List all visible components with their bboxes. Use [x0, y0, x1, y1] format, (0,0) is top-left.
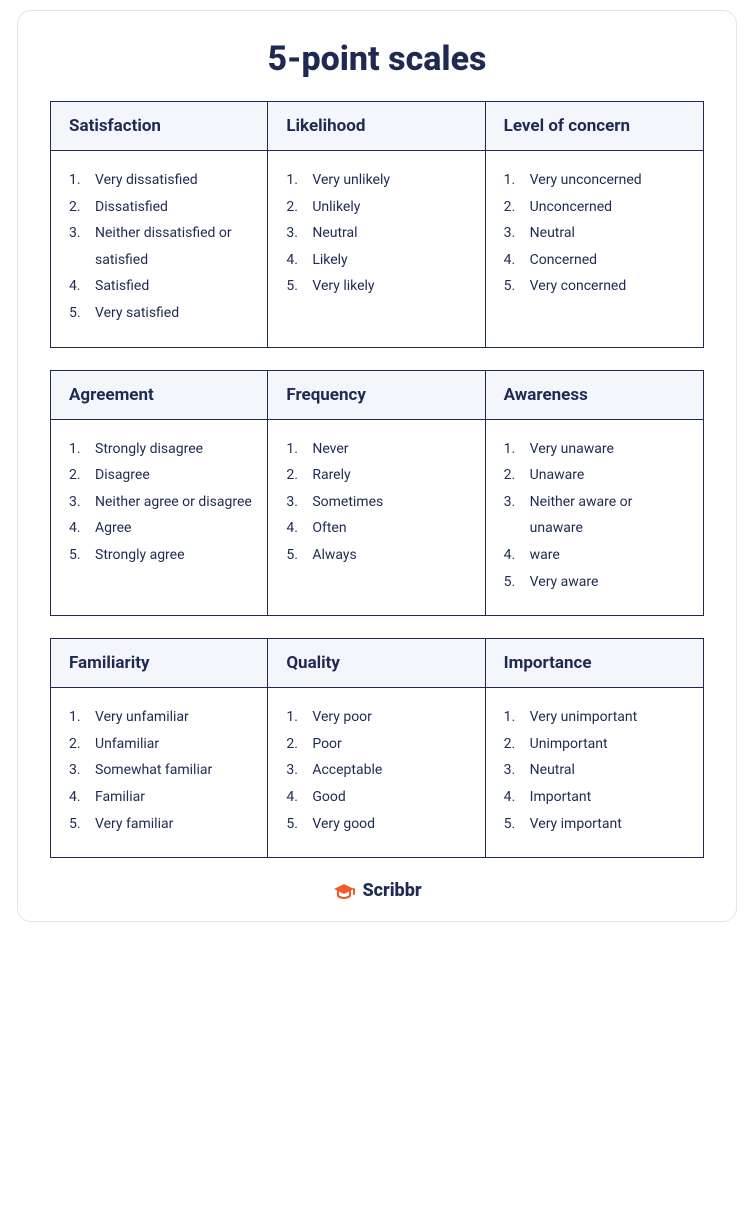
scale-cell-likelihood: Likelihood Very unlikely Unlikely Neutra…: [268, 102, 485, 347]
scale-body: Very dissatisfied Dissatisfied Neither d…: [51, 151, 267, 347]
scale-item: Unconcerned: [500, 194, 689, 221]
scale-item: Unfamiliar: [65, 731, 253, 758]
scale-list: Very unconcerned Unconcerned Neutral Con…: [500, 167, 689, 300]
scale-item: Very unlikely: [282, 167, 470, 194]
scale-body: Very unaware Unaware Neither aware or un…: [486, 420, 703, 616]
scale-item: Very poor: [282, 704, 470, 731]
scale-item: Often: [282, 515, 470, 542]
scale-list: Very unfamiliar Unfamiliar Somewhat fami…: [65, 704, 253, 837]
scale-row: Familiarity Very unfamiliar Unfamiliar S…: [50, 638, 704, 858]
scale-list: Very dissatisfied Dissatisfied Neither d…: [65, 167, 253, 327]
scale-body: Never Rarely Sometimes Often Always: [268, 420, 484, 589]
scale-item: Important: [500, 784, 689, 811]
scale-item: Never: [282, 436, 470, 463]
scale-item: Very dissatisfied: [65, 167, 253, 194]
scale-item: Unimportant: [500, 731, 689, 758]
scale-item: Very likely: [282, 273, 470, 300]
scale-item: Unlikely: [282, 194, 470, 221]
scale-body: Very poor Poor Acceptable Good Very good: [268, 688, 484, 857]
scale-header: Likelihood: [268, 102, 484, 151]
scale-item: Very satisfied: [65, 300, 253, 327]
scale-header: Importance: [486, 639, 703, 688]
logo-text: Scribbr: [362, 880, 421, 901]
scale-cell-satisfaction: Satisfaction Very dissatisfied Dissatisf…: [51, 102, 268, 347]
scale-body: Very unconcerned Unconcerned Neutral Con…: [486, 151, 703, 320]
scale-cell-awareness: Awareness Very unaware Unaware Neither a…: [486, 371, 703, 616]
scale-item: Poor: [282, 731, 470, 758]
footer-logo: Scribbr: [50, 880, 704, 901]
scale-body: Very unimportant Unimportant Neutral Imp…: [486, 688, 703, 857]
scale-item: Very familiar: [65, 811, 253, 838]
scales-card: 5-point scales Satisfaction Very dissati…: [17, 10, 737, 922]
scale-header: Level of concern: [486, 102, 703, 151]
scale-header: Frequency: [268, 371, 484, 420]
scale-item: Neither dissatisfied or satisfied: [65, 220, 253, 273]
scale-item: Acceptable: [282, 757, 470, 784]
scale-item: Very aware: [500, 569, 689, 596]
scale-item: Somewhat familiar: [65, 757, 253, 784]
scale-item: Very concerned: [500, 273, 689, 300]
scale-item: Very unfamiliar: [65, 704, 253, 731]
scale-header: Quality: [268, 639, 484, 688]
scale-item: Satisfied: [65, 273, 253, 300]
scale-item: Always: [282, 542, 470, 569]
graduation-cap-icon: [332, 881, 356, 901]
scale-item: Very good: [282, 811, 470, 838]
scale-cell-frequency: Frequency Never Rarely Sometimes Often A…: [268, 371, 485, 616]
scale-item: Familiar: [65, 784, 253, 811]
scale-item: Dissatisfied: [65, 194, 253, 221]
scale-item: ware: [500, 542, 689, 569]
scale-cell-familiarity: Familiarity Very unfamiliar Unfamiliar S…: [51, 639, 268, 857]
scale-item: Very unaware: [500, 436, 689, 463]
page-title: 5-point scales: [50, 39, 704, 79]
scale-list: Very unlikely Unlikely Neutral Likely Ve…: [282, 167, 470, 300]
scale-list: Very unaware Unaware Neither aware or un…: [500, 436, 689, 596]
scale-item: Rarely: [282, 462, 470, 489]
scale-item: Very unconcerned: [500, 167, 689, 194]
scale-body: Very unlikely Unlikely Neutral Likely Ve…: [268, 151, 484, 320]
scale-item: Neutral: [500, 757, 689, 784]
scale-row: Satisfaction Very dissatisfied Dissatisf…: [50, 101, 704, 348]
scale-header: Awareness: [486, 371, 703, 420]
scale-list: Very unimportant Unimportant Neutral Imp…: [500, 704, 689, 837]
scale-cell-importance: Importance Very unimportant Unimportant …: [486, 639, 703, 857]
scale-item: Neither aware or unaware: [500, 489, 689, 542]
scale-item: Sometimes: [282, 489, 470, 516]
scale-list: Very poor Poor Acceptable Good Very good: [282, 704, 470, 837]
scale-item: Unaware: [500, 462, 689, 489]
scale-cell-concern: Level of concern Very unconcerned Unconc…: [486, 102, 703, 347]
scale-body: Strongly disagree Disagree Neither agree…: [51, 420, 267, 589]
scale-item: Strongly disagree: [65, 436, 253, 463]
scale-item: Very unimportant: [500, 704, 689, 731]
scale-item: Good: [282, 784, 470, 811]
scale-list: Never Rarely Sometimes Often Always: [282, 436, 470, 569]
scale-header: Familiarity: [51, 639, 267, 688]
scale-body: Very unfamiliar Unfamiliar Somewhat fami…: [51, 688, 267, 857]
scale-item: Neither agree or disagree: [65, 489, 253, 516]
scale-header: Satisfaction: [51, 102, 267, 151]
scale-row: Agreement Strongly disagree Disagree Nei…: [50, 370, 704, 617]
scale-item: Neutral: [500, 220, 689, 247]
scale-item: Concerned: [500, 247, 689, 274]
scale-item: Strongly agree: [65, 542, 253, 569]
scale-item: Likely: [282, 247, 470, 274]
scale-list: Strongly disagree Disagree Neither agree…: [65, 436, 253, 569]
scale-item: Very important: [500, 811, 689, 838]
scale-item: Neutral: [282, 220, 470, 247]
scale-item: Disagree: [65, 462, 253, 489]
scale-header: Agreement: [51, 371, 267, 420]
scale-item: Agree: [65, 515, 253, 542]
scale-cell-quality: Quality Very poor Poor Acceptable Good V…: [268, 639, 485, 857]
scale-cell-agreement: Agreement Strongly disagree Disagree Nei…: [51, 371, 268, 616]
